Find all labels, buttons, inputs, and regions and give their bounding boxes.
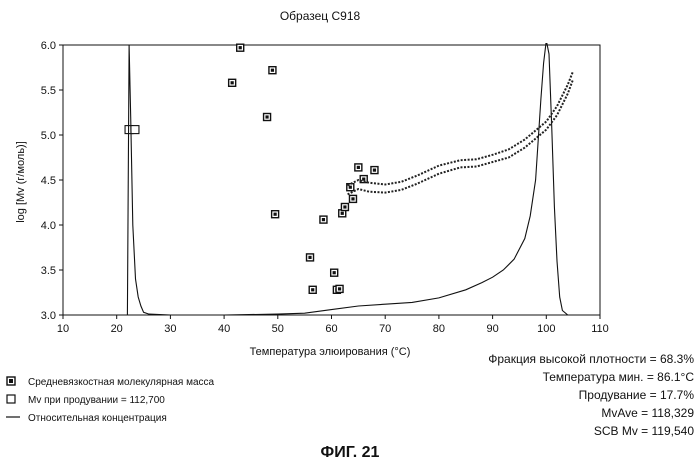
viscosity-point bbox=[269, 67, 276, 74]
viscosity-point bbox=[264, 114, 271, 121]
legend-label: Mv при продувании = 112,700 bbox=[28, 395, 165, 406]
y-tick-label: 3.0 bbox=[41, 310, 56, 322]
stat-scb-mv: SCB Mv = 119,540 bbox=[594, 424, 694, 438]
x-tick-label: 100 bbox=[537, 323, 555, 335]
y-tick-label: 4.5 bbox=[41, 175, 56, 187]
x-tick-label: 50 bbox=[272, 323, 284, 335]
stat-high-density: Фракция высокой плотности = 68.3% bbox=[488, 352, 694, 366]
filled-square-icon bbox=[6, 376, 20, 389]
x-tick-label: 70 bbox=[379, 323, 391, 335]
x-tick-label: 10 bbox=[57, 323, 69, 335]
x-tick-label: 90 bbox=[486, 323, 498, 335]
y-axis-label: log [Mv (г/моль)] bbox=[15, 141, 27, 223]
y-tick-label: 6.0 bbox=[41, 40, 56, 52]
viscosity-point bbox=[331, 269, 338, 276]
legend-item-viscosity-mass: Средневязкостная молекулярная масса bbox=[6, 376, 214, 389]
viscosity-point bbox=[320, 216, 327, 223]
viscosity-point bbox=[336, 285, 343, 292]
viscosity-point bbox=[237, 44, 244, 51]
legend-item-concentration: Относительная концентрация bbox=[6, 412, 167, 425]
x-tick-label: 30 bbox=[164, 323, 176, 335]
open-square-icon bbox=[6, 394, 20, 407]
y-tick-label: 5.5 bbox=[41, 85, 56, 97]
viscosity-point bbox=[229, 79, 236, 86]
stat-purge: Продувание = 17.7% bbox=[579, 388, 694, 402]
purge-point bbox=[131, 126, 139, 134]
x-tick-label: 40 bbox=[218, 323, 230, 335]
chart-title: Образец C918 bbox=[280, 9, 361, 23]
x-tick-label: 80 bbox=[433, 323, 445, 335]
y-tick-label: 4.0 bbox=[41, 220, 56, 232]
x-tick-label: 60 bbox=[325, 323, 337, 335]
viscosity-point bbox=[272, 211, 279, 218]
mv-trace-line-4 bbox=[348, 79, 573, 194]
y-tick-label: 3.5 bbox=[41, 265, 56, 277]
legend-label: Средневязкостная молекулярная масса bbox=[28, 377, 214, 388]
viscosity-point bbox=[355, 164, 362, 171]
viscosity-point bbox=[371, 167, 378, 174]
line-icon bbox=[6, 412, 20, 425]
x-tick-label: 110 bbox=[591, 323, 609, 335]
legend-label: Относительная концентрация bbox=[28, 413, 167, 424]
figure-label: ФИГ. 21 bbox=[0, 444, 700, 462]
plot-area bbox=[125, 41, 600, 316]
stat-temp-min: Температура мин. = 86.1°C bbox=[543, 370, 694, 384]
x-axis-label: Температура элюирования (°C) bbox=[250, 346, 411, 358]
y-tick-label: 5.0 bbox=[41, 130, 56, 142]
viscosity-point bbox=[341, 204, 348, 211]
viscosity-point bbox=[309, 286, 316, 293]
viscosity-point bbox=[307, 254, 314, 261]
x-tick-label: 20 bbox=[111, 323, 123, 335]
stat-mv-ave: MvAve = 118,329 bbox=[601, 406, 694, 420]
axes: 10 20 30 40 50 60 70 80 90 100 110 3.0 3.5 4.0 4.5 5.0 5… bbox=[41, 40, 609, 335]
viscosity-point bbox=[349, 195, 356, 202]
legend-item-purge-mv: Mv при продувании = 112,700 bbox=[6, 394, 165, 407]
